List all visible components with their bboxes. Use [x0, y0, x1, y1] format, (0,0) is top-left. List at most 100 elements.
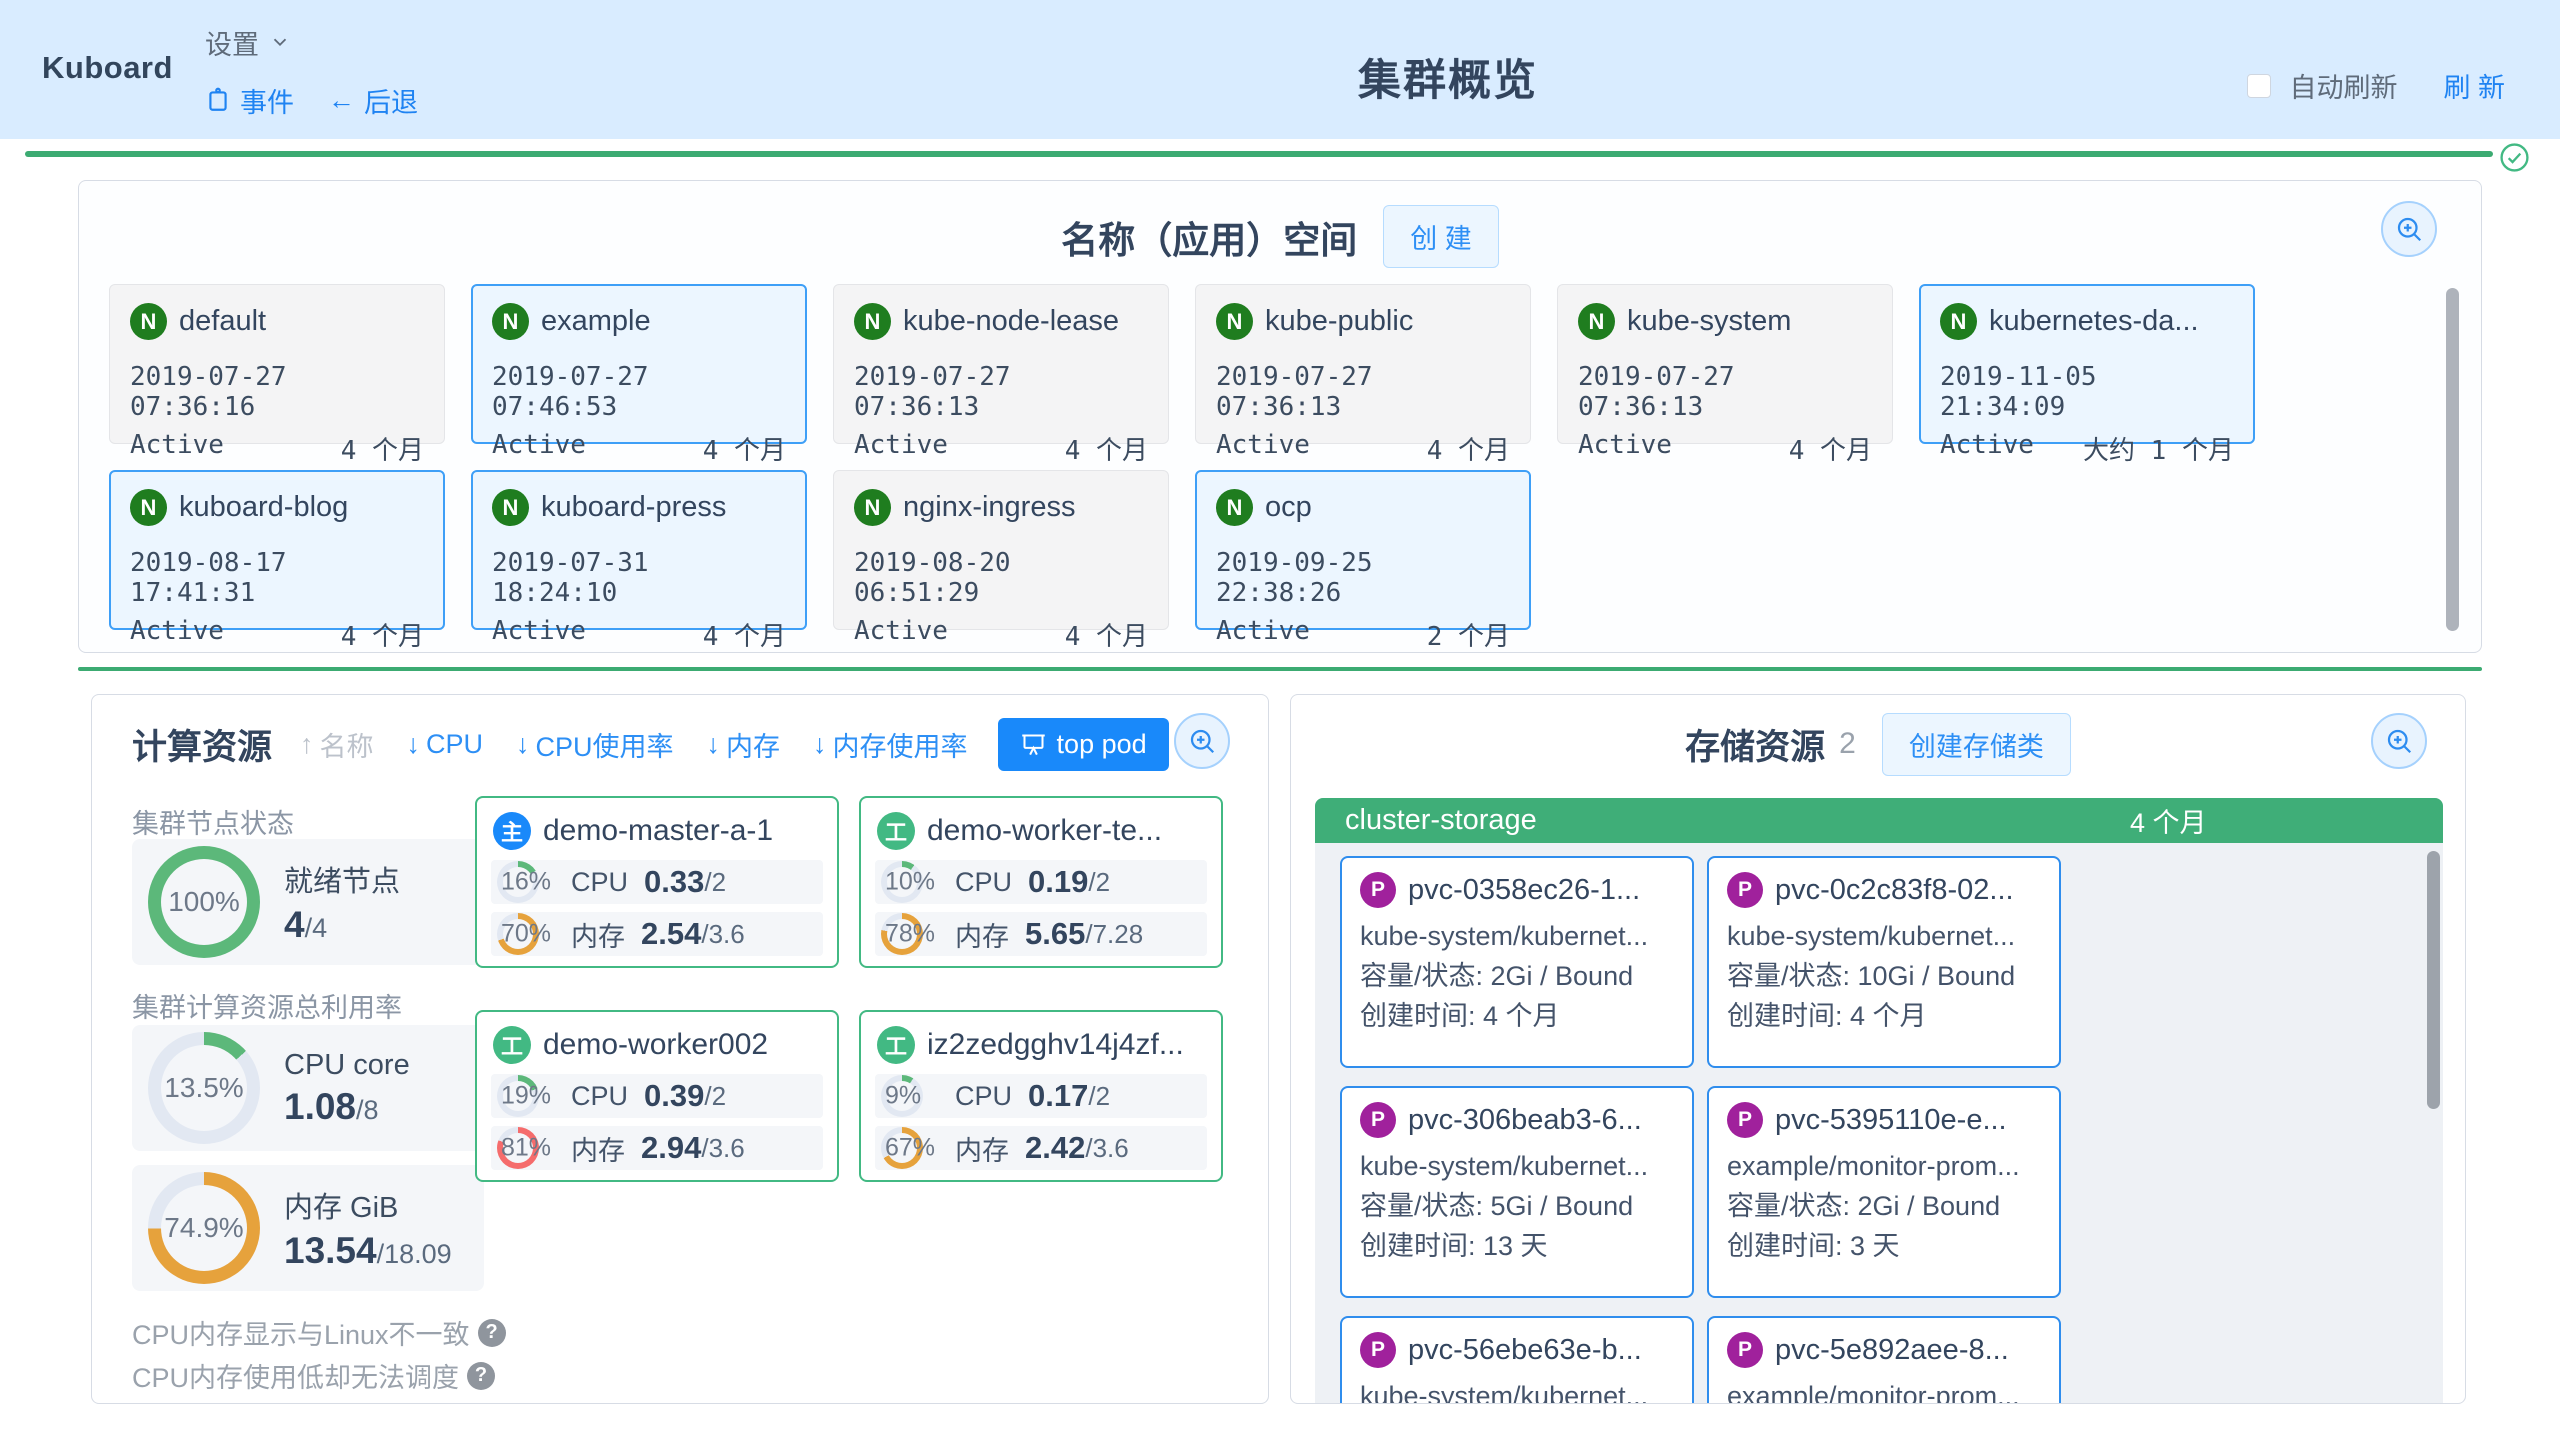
storage-scrollbar[interactable] [2427, 851, 2440, 1109]
back-link[interactable]: ← 后退 [328, 84, 418, 118]
settings-label: 设置 [205, 29, 259, 60]
node-card-demo-worker-te[interactable]: 工 demo-worker-te... 10% CPU 0.19/2 78% 内存… [859, 796, 1223, 968]
cpu-used-value: 1.08 [284, 1085, 357, 1127]
help-icon[interactable]: ? [477, 1318, 506, 1347]
pvc-icon: P [1727, 872, 1763, 908]
top-pod-button[interactable]: top pod [997, 717, 1169, 771]
node-cpu-row: 10% CPU 0.19/2 [875, 860, 1207, 904]
storage-class-age: 4 个月 [2130, 808, 2207, 838]
namespace-status: Active [854, 616, 948, 646]
namespace-icon: N [130, 489, 167, 526]
pvc-icon: P [1727, 1102, 1763, 1138]
create-namespace-button[interactable]: 创 建 [1383, 205, 1499, 268]
zoom-in-icon [2384, 726, 2414, 756]
ready-nodes-card: 100% 就绪节点 4/4 [132, 839, 484, 965]
arrow-down-icon: ↓ [706, 728, 721, 759]
sort-by-cpu-usage[interactable]: ↓ CPU使用率 [516, 728, 674, 762]
node-card-demo-worker002[interactable]: 工 demo-worker002 19% CPU 0.39/2 81% 内存 2.… [475, 1010, 839, 1182]
refresh-button[interactable]: 刷 新 [2443, 73, 2505, 103]
memory-utilization-card: 74.9% 内存 GiB 13.54/18.09 [132, 1165, 484, 1291]
sort-by-memory[interactable]: ↓ 内存 [706, 728, 781, 762]
auto-refresh-label: 自动刷新 [2289, 73, 2398, 103]
events-icon [205, 87, 231, 113]
namespace-age: 4 个月 [1788, 436, 1872, 466]
help-icon[interactable]: ? [467, 1361, 496, 1390]
storage-zoom-button[interactable] [2371, 713, 2427, 769]
pvc-ref: kube-system/kubernet... [1360, 921, 1649, 951]
compute-header: 计算资源 ↑ 名称 ↓ CPU ↓ CPU使用率 ↓ 内存 ↓ 内存使用率 top pod [132, 713, 1234, 775]
pvc-ref: kube-system/kubernet... [1727, 921, 2016, 951]
storage-header: 存储资源 2 创建存储类 [1325, 712, 2431, 776]
namespace-age: 4 个月 [702, 436, 786, 466]
namespace-age: 4 个月 [1426, 436, 1510, 466]
ready-nodes-donut: 100% [148, 846, 260, 958]
storage-title: 存储资源 [1685, 727, 1826, 767]
namespace-status: Active [492, 430, 586, 460]
master-node-icon: 主 [493, 812, 531, 850]
node-card-iz2zedgghv14j4zf[interactable]: 工 iz2zedgghv14j4zf... 9% CPU 0.17/2 67% 内… [859, 1010, 1223, 1182]
node-memory-donut: 70% [497, 913, 551, 955]
sort-by-cpu[interactable]: ↓ CPU [406, 728, 484, 759]
node-cpu-row: 9% CPU 0.17/2 [875, 1074, 1207, 1118]
cluster-node-status-label: 集群节点状态 [132, 809, 294, 839]
arrow-down-icon: ↓ [516, 728, 530, 759]
page-title: 集群概览 [1358, 57, 1538, 105]
namespaces-title: 名称（应用）空间 [1061, 219, 1358, 261]
compute-title: 计算资源 [132, 727, 273, 767]
top-bar: Kuboard 设置 事件 ← 后退 [0, 0, 2560, 139]
footnote-scheduling: CPU内存使用低却无法调度 ? [132, 1356, 496, 1395]
settings-dropdown[interactable]: 设置 [205, 22, 418, 62]
create-storage-class-button[interactable]: 创建存储类 [1881, 712, 2071, 776]
namespace-age: 大约 1 个月 [2083, 436, 2234, 466]
namespace-age: 4 个月 [340, 436, 424, 466]
namespace-icon: N [130, 303, 167, 340]
namespace-icon: N [1578, 303, 1615, 340]
green-divider-top [25, 151, 2493, 157]
cpu-utilization-donut: 13.5% [148, 1032, 260, 1144]
namespace-icon: N [1940, 303, 1977, 340]
pvc-icon: P [1360, 1102, 1396, 1138]
node-cpu-row: 16% CPU 0.33/2 [491, 860, 823, 904]
top-nav: 设置 事件 ← 后退 [205, 22, 418, 120]
pvc-ref: kube-system/kubernet... [1360, 1381, 1649, 1404]
sort-by-memory-usage[interactable]: ↓ 内存使用率 [813, 728, 968, 762]
namespace-status: Active [1940, 430, 2034, 460]
pvc-icon: P [1727, 1332, 1763, 1368]
zoom-in-icon [2394, 214, 2424, 244]
namespace-age: 4 个月 [1064, 622, 1148, 652]
pvc-capacity-status: 容量/状态: 2Gi / Bound [1360, 961, 1634, 991]
events-link[interactable]: 事件 [205, 81, 294, 120]
storage-class-header[interactable]: cluster-storage 4 个月 [1315, 798, 2443, 843]
compute-zoom-button[interactable] [1174, 713, 1230, 769]
utilization-label: 集群计算资源总利用率 [132, 993, 402, 1023]
namespaces-scrollbar[interactable] [2446, 288, 2459, 631]
namespace-icon: N [492, 303, 529, 340]
auto-refresh-checkbox[interactable] [2247, 73, 2272, 98]
namespace-status: Active [854, 430, 948, 460]
namespaces-zoom-button[interactable] [2381, 201, 2437, 257]
storage-class-name: cluster-storage [1345, 804, 1537, 836]
sort-by-name[interactable]: ↑ 名称 [300, 728, 374, 762]
arrow-down-icon: ↓ [813, 728, 827, 759]
node-card-demo-master-a-1[interactable]: 主 demo-master-a-1 16% CPU 0.33/2 70% 内存 2… [475, 796, 839, 968]
